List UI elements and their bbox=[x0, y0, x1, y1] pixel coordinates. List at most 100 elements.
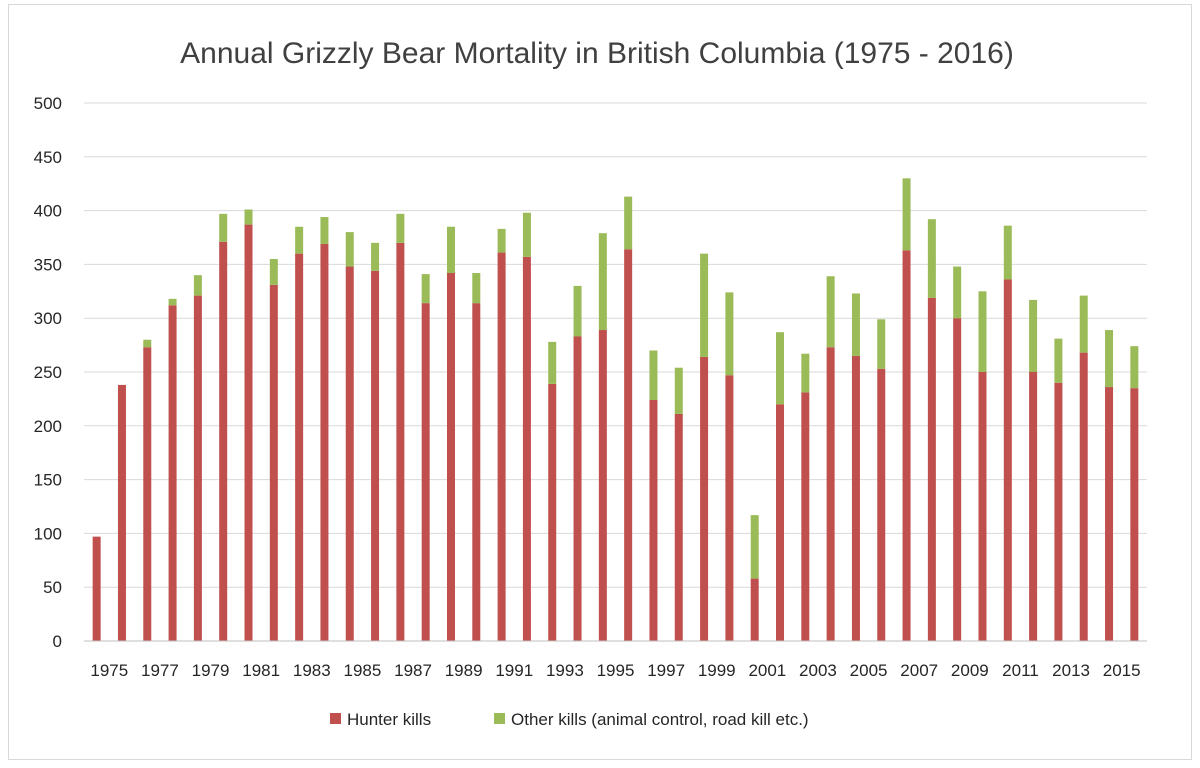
bars bbox=[92, 178, 1139, 642]
bar-other-kills-1985 bbox=[345, 232, 354, 267]
bar-hunter-kills-2010 bbox=[978, 372, 987, 641]
bar-hunter-kills-2006 bbox=[877, 368, 886, 641]
bar-other-kills-1996 bbox=[624, 196, 633, 250]
x-tick-label: 2009 bbox=[951, 661, 989, 680]
legend: Hunter kills Other kills (animal control,… bbox=[330, 710, 809, 729]
bar-other-kills-1987 bbox=[396, 213, 405, 243]
y-tick-label: 250 bbox=[34, 363, 62, 382]
bar-hunter-kills-1997 bbox=[649, 399, 658, 641]
bar-other-kills-2004 bbox=[826, 276, 835, 348]
bar-other-kills-2003 bbox=[801, 353, 810, 393]
bar-other-kills-2015 bbox=[1105, 330, 1114, 388]
y-tick-label: 150 bbox=[34, 471, 62, 490]
x-tick-label: 2007 bbox=[900, 661, 938, 680]
x-tick-label: 1979 bbox=[192, 661, 230, 680]
bar-hunter-kills-2002 bbox=[776, 404, 785, 641]
bar-hunter-kills-2004 bbox=[826, 347, 835, 641]
bar-other-kills-2016 bbox=[1130, 346, 1139, 389]
bar-other-kills-1995 bbox=[598, 233, 607, 331]
x-tick-label: 1991 bbox=[495, 661, 533, 680]
bar-other-kills-2005 bbox=[851, 293, 860, 356]
bar-other-kills-1981 bbox=[244, 209, 253, 225]
bar-hunter-kills-2005 bbox=[851, 355, 860, 641]
x-tick-label: 1999 bbox=[698, 661, 736, 680]
bar-other-kills-1999 bbox=[700, 253, 709, 357]
bar-other-kills-2012 bbox=[1029, 299, 1038, 372]
bar-hunter-kills-1982 bbox=[269, 284, 278, 641]
bar-other-kills-1992 bbox=[522, 212, 531, 257]
y-tick-label: 450 bbox=[34, 148, 62, 167]
legend-label: Other kills (animal control, road kill e… bbox=[511, 710, 809, 729]
bar-other-kills-1980 bbox=[219, 213, 228, 242]
bar-hunter-kills-1985 bbox=[345, 266, 354, 641]
bar-other-kills-1993 bbox=[548, 341, 557, 384]
bar-other-kills-1994 bbox=[573, 285, 582, 337]
bar-hunter-kills-1983 bbox=[295, 253, 304, 641]
bar-hunter-kills-1981 bbox=[244, 224, 253, 641]
bar-other-kills-1979 bbox=[193, 275, 202, 296]
bar-other-kills-1978 bbox=[168, 298, 177, 306]
bar-hunter-kills-1990 bbox=[472, 303, 481, 641]
x-tick-label: 1993 bbox=[546, 661, 584, 680]
x-tick-label: 1987 bbox=[394, 661, 432, 680]
bar-other-kills-1982 bbox=[269, 259, 278, 285]
x-tick-label: 2011 bbox=[1002, 661, 1039, 680]
bar-hunter-kills-1999 bbox=[700, 356, 709, 641]
bar-hunter-kills-2007 bbox=[902, 250, 911, 642]
bar-other-kills-2006 bbox=[877, 319, 886, 369]
bar-hunter-kills-1978 bbox=[168, 305, 177, 641]
bar-other-kills-1983 bbox=[295, 226, 304, 254]
bar-other-kills-1986 bbox=[371, 242, 380, 271]
bar-other-kills-2009 bbox=[953, 266, 962, 319]
bar-hunter-kills-2012 bbox=[1029, 372, 1038, 641]
x-tick-label: 1995 bbox=[597, 661, 635, 680]
bar-hunter-kills-1991 bbox=[497, 252, 506, 641]
bar-hunter-kills-1993 bbox=[548, 383, 557, 641]
bar-hunter-kills-1988 bbox=[421, 303, 430, 641]
bar-other-kills-1977 bbox=[143, 339, 152, 348]
x-tick-label: 1985 bbox=[343, 661, 381, 680]
y-axis-ticks: 0 50 100 150 200 250 300 350 400 450 500 bbox=[34, 94, 62, 651]
bar-hunter-kills-2013 bbox=[1054, 382, 1063, 641]
bar-hunter-kills-2000 bbox=[725, 375, 734, 641]
bar-hunter-kills-1996 bbox=[624, 249, 633, 641]
gridlines bbox=[84, 102, 1147, 588]
bar-hunter-kills-1984 bbox=[320, 243, 329, 641]
x-axis-ticks: 1975 1977 1979 1981 1983 1985 1987 1989 1991 1993… bbox=[90, 661, 1140, 680]
y-tick-label: 50 bbox=[43, 578, 62, 597]
legend-swatch-other-kills bbox=[494, 713, 505, 724]
bar-hunter-kills-1992 bbox=[522, 256, 531, 641]
bar-other-kills-1990 bbox=[472, 273, 481, 304]
legend-swatch-hunter-kills bbox=[330, 713, 341, 724]
bar-hunter-kills-1986 bbox=[371, 270, 380, 641]
y-tick-label: 100 bbox=[34, 524, 62, 543]
y-tick-label: 500 bbox=[34, 94, 62, 113]
x-tick-label: 2003 bbox=[799, 661, 837, 680]
y-tick-label: 0 bbox=[53, 632, 62, 651]
bar-other-kills-2014 bbox=[1079, 295, 1088, 353]
x-tick-label: 1983 bbox=[293, 661, 331, 680]
bar-other-kills-1997 bbox=[649, 350, 658, 400]
y-tick-label: 400 bbox=[34, 202, 62, 221]
bar-hunter-kills-1989 bbox=[446, 273, 455, 641]
bar-hunter-kills-1998 bbox=[674, 413, 683, 641]
bar-hunter-kills-2003 bbox=[801, 392, 810, 641]
bar-hunter-kills-1977 bbox=[143, 347, 152, 641]
bar-other-kills-2011 bbox=[1003, 225, 1012, 280]
bar-hunter-kills-2015 bbox=[1105, 387, 1114, 641]
bar-other-kills-2002 bbox=[776, 332, 785, 405]
bar-hunter-kills-2014 bbox=[1079, 352, 1088, 641]
bar-other-kills-2007 bbox=[902, 178, 911, 251]
x-tick-label: 2015 bbox=[1103, 661, 1141, 680]
x-tick-label: 1977 bbox=[141, 661, 179, 680]
bar-other-kills-2008 bbox=[927, 219, 936, 298]
bar-hunter-kills-2009 bbox=[953, 318, 962, 641]
x-tick-label: 2005 bbox=[850, 661, 888, 680]
bar-hunter-kills-1976 bbox=[117, 384, 126, 641]
legend-label: Hunter kills bbox=[347, 710, 431, 729]
bar-hunter-kills-2001 bbox=[750, 578, 759, 641]
x-tick-label: 1981 bbox=[242, 661, 280, 680]
bar-hunter-kills-1994 bbox=[573, 336, 582, 641]
bar-other-kills-2000 bbox=[725, 292, 734, 376]
